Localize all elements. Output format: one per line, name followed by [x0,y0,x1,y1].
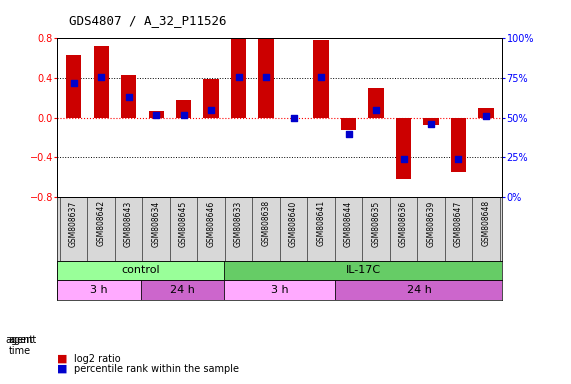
Text: GSM808648: GSM808648 [481,200,490,247]
Text: GSM808634: GSM808634 [151,200,160,247]
Text: time: time [9,346,31,356]
Text: GSM808640: GSM808640 [289,200,298,247]
Text: GSM808639: GSM808639 [427,200,436,247]
Point [179,111,188,118]
Text: GSM808644: GSM808644 [344,200,353,247]
Point [289,115,298,121]
Text: GSM808646: GSM808646 [207,200,216,247]
Bar [313,40,328,118]
Text: percentile rank within the sample: percentile rank within the sample [74,364,239,374]
Point [316,73,325,79]
Text: 24 h: 24 h [407,285,432,295]
Point [96,73,106,79]
Bar [66,55,81,118]
Bar [259,40,274,118]
Text: ■: ■ [57,354,67,364]
Point [454,156,463,162]
Text: agent: agent [6,335,34,345]
FancyBboxPatch shape [224,280,336,300]
Text: agent: agent [9,335,37,345]
Point [262,73,271,79]
Bar [94,46,108,118]
FancyBboxPatch shape [57,261,224,280]
Point [207,107,216,113]
Text: GSM808645: GSM808645 [179,200,188,247]
Text: GSM808647: GSM808647 [454,200,463,247]
Text: 3 h: 3 h [90,285,108,295]
Point [399,156,408,162]
FancyBboxPatch shape [224,261,502,280]
Text: GSM808638: GSM808638 [262,200,271,247]
Text: control: control [121,265,160,275]
Text: GSM808641: GSM808641 [316,200,325,247]
Text: IL-17C: IL-17C [345,265,381,275]
Text: GSM808637: GSM808637 [69,200,78,247]
Point [69,80,78,86]
FancyBboxPatch shape [140,280,224,300]
Bar [121,75,136,118]
FancyBboxPatch shape [336,280,502,300]
Bar [231,40,246,118]
Bar [203,79,219,118]
Text: GSM808643: GSM808643 [124,200,133,247]
Point [234,73,243,79]
Text: 24 h: 24 h [170,285,195,295]
Text: 3 h: 3 h [271,285,288,295]
Bar [396,118,411,179]
Point [372,107,381,113]
Bar [478,108,493,118]
Text: ■: ■ [57,364,67,374]
Point [427,121,436,127]
Bar [424,118,439,125]
Text: GSM808633: GSM808633 [234,200,243,247]
Bar [176,100,191,118]
Point [481,113,490,119]
Text: GSM808642: GSM808642 [96,200,106,247]
Text: GDS4807 / A_32_P11526: GDS4807 / A_32_P11526 [69,14,226,27]
Bar [148,111,164,118]
Bar [341,118,356,130]
Bar [368,88,384,118]
Text: GSM808636: GSM808636 [399,200,408,247]
Point [151,111,160,118]
Text: log2 ratio: log2 ratio [74,354,121,364]
FancyBboxPatch shape [57,280,140,300]
Point [124,94,133,100]
Bar [451,118,466,172]
Point [344,131,353,137]
Text: GSM808635: GSM808635 [372,200,380,247]
